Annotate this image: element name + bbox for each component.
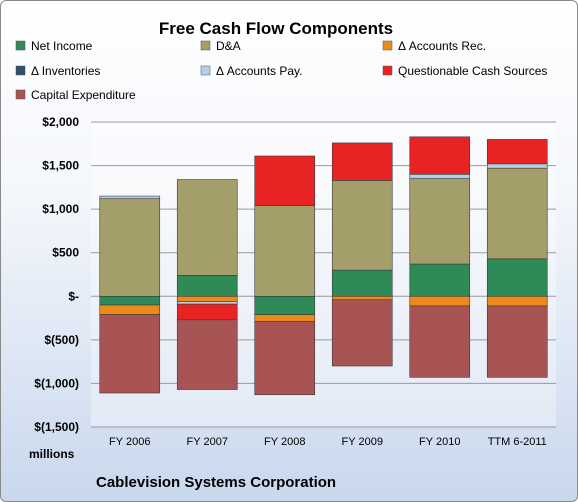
bar-segment (176, 319, 238, 390)
x-axis-tick-labels: FY 2006 FY 2007 FY 2008 FY 2009 FY 2010 TTM 6… (109, 436, 547, 448)
bar-segment (254, 321, 316, 396)
x-tick-label: TTM 6-2011 (488, 436, 547, 448)
y-tick-label: $500 (52, 246, 79, 260)
legend-swatch (200, 65, 211, 76)
bar-segment (331, 180, 393, 271)
legend-label: Questionable Cash Sources (398, 64, 547, 78)
bar-segment (254, 205, 316, 297)
y-axis-label: millions (29, 447, 75, 461)
bar-segment (409, 136, 471, 175)
bars (99, 136, 548, 396)
bar-segment (254, 314, 316, 322)
bar-segment (486, 163, 548, 169)
x-tick-label: FY 2009 (342, 436, 383, 448)
bar-segment (409, 263, 471, 297)
bar-segment (486, 167, 548, 260)
bar-segment (486, 295, 548, 307)
bar-segment (254, 155, 316, 206)
y-axis-tick-labels: $2,000 $1,500 $1,000 $500 $- $(500) $(1,000) $(… (34, 115, 79, 434)
legend-swatch (382, 40, 393, 51)
legend-label: Δ Inventories (31, 64, 100, 78)
legend-swatch (200, 40, 211, 51)
bar-segment (176, 275, 238, 297)
legend-swatch (15, 65, 26, 76)
legend-label: Capital Expenditure (31, 88, 136, 102)
bar-segment (176, 303, 238, 321)
bar-segment (331, 269, 393, 297)
bar-segment (99, 295, 161, 306)
bar-segment (486, 305, 548, 378)
legend-label: Δ Accounts Pay. (216, 64, 303, 78)
y-tick-label: $1,500 (42, 159, 79, 173)
bar-segment (176, 179, 238, 276)
bar-segment (176, 295, 238, 302)
legend-label: Δ Accounts Rec. (398, 39, 486, 53)
legend-swatch (15, 40, 26, 51)
legend-swatch (15, 89, 26, 100)
bar-segment (99, 314, 161, 394)
y-tick-label: $(1,500) (34, 420, 79, 434)
x-tick-label: FY 2010 (419, 436, 460, 448)
legend-label: Net Income (31, 39, 93, 53)
bar-segment (176, 301, 238, 305)
x-tick-label: FY 2006 (109, 436, 150, 448)
bar-segment (409, 173, 471, 179)
y-tick-label: $2,000 (42, 115, 79, 129)
x-tick-label: FY 2008 (264, 436, 305, 448)
bar-segment (409, 295, 471, 307)
bar-segment (409, 178, 471, 265)
legend-label: D&A (216, 39, 241, 53)
plot-area (91, 122, 556, 427)
bar-segment (99, 198, 161, 297)
legend: Net Income D&A Δ Accounts Rec. Δ Inventorie… (15, 39, 547, 102)
bar-segment (331, 142, 393, 181)
chart-title: Free Cash Flow Components (159, 19, 393, 38)
legend-swatch (382, 65, 393, 76)
gridlines (91, 121, 556, 428)
chart-subtitle: Cablevision Systems Corporation (96, 474, 336, 491)
y-tick-label: $(1,000) (34, 376, 79, 390)
x-tick-label: FY 2007 (187, 436, 228, 448)
y-tick-label: $1,000 (42, 202, 79, 216)
bar-segment (486, 139, 548, 165)
bar-segment (99, 195, 161, 199)
bar-segment (486, 258, 548, 297)
y-tick-label: $(500) (44, 333, 79, 347)
bar-segment (409, 305, 471, 378)
bar-segment (331, 299, 393, 367)
bar-segment (331, 295, 393, 301)
bar-segment (99, 304, 161, 315)
bar-segment (254, 295, 316, 315)
y-tick-label: $- (68, 289, 79, 303)
